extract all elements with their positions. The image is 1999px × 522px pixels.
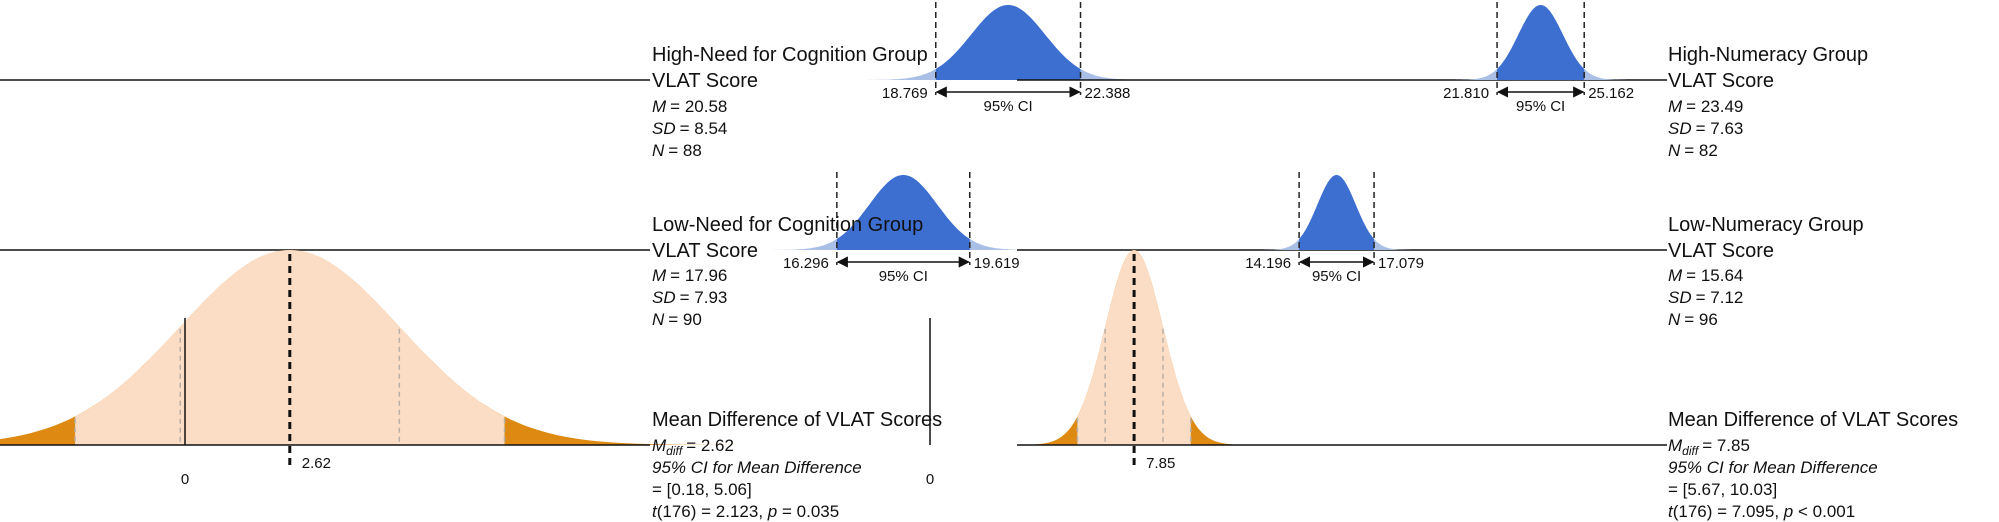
low-group-n: N = 90 — [652, 310, 702, 329]
low-group-ci-label: 95% CI — [1312, 268, 1361, 285]
low-group-ci-low-label: 16.296 — [783, 255, 829, 272]
difference-ci-values: = [5.67, 10.03] — [1668, 480, 1777, 499]
low-group-ci-label: 95% CI — [879, 268, 928, 285]
low-group-stats: Low-Need for Cognition Group VLAT Score … — [652, 214, 923, 329]
low-group-plot: 95% CI 14.196 17.079 — [1017, 172, 1667, 285]
low-group-subtitle: VLAT Score — [652, 240, 758, 262]
difference-mean-label: 2.62 — [302, 455, 331, 472]
difference-title: Mean Difference of VLAT Scores — [652, 409, 942, 431]
low-group-title: Low-Need for Cognition Group — [652, 214, 923, 236]
low-group-mean: M = 15.64 — [1668, 266, 1743, 285]
difference-plot: 0 2.62 — [0, 250, 761, 488]
difference-ci-values: = [0.18, 5.06] — [652, 480, 752, 499]
high-group-ci-high-label: 25.162 — [1588, 85, 1634, 102]
difference-plot: 0 7.85 — [926, 250, 1667, 488]
difference-inner-lines — [74, 328, 506, 445]
difference-t-test: t(176) = 7.095, p < 0.001 — [1668, 502, 1855, 521]
high-group-sd: SD = 7.63 — [1668, 119, 1743, 138]
low-group-subtitle: VLAT Score — [1668, 240, 1774, 262]
difference-zero-label: 0 — [181, 471, 189, 488]
low-group-sd: SD = 7.12 — [1668, 288, 1743, 307]
low-group-title: Low-Numeracy Group — [1668, 214, 1864, 236]
low-group-stats: Low-Numeracy Group VLAT Score M = 15.64 S… — [1668, 214, 1864, 329]
low-group-plot: 95% CI 16.296 19.619 — [0, 172, 1046, 285]
difference-mdiff: Mdiff = 2.62 — [652, 436, 734, 458]
high-group-ci-low-label: 18.769 — [882, 85, 928, 102]
low-group-ci-curve — [836, 175, 970, 250]
low-group-ci-high-label: 19.619 — [974, 255, 1020, 272]
high-group-plot: 95% CI 18.769 22.388 — [0, 2, 1164, 115]
difference-mean-label: 7.85 — [1146, 455, 1175, 472]
high-group-n: N = 82 — [1668, 141, 1718, 160]
high-group-title: High-Numeracy Group — [1668, 44, 1868, 66]
difference-ci-heading: 95% CI for Mean Difference — [1668, 458, 1878, 477]
difference-stats: Mean Difference of VLAT Scores Mdiff = 7.… — [1668, 409, 1958, 521]
low-group-mean: M = 17.96 — [652, 266, 727, 285]
high-group-ci-label: 95% CI — [1516, 98, 1565, 115]
high-group-stats: High-Numeracy Group VLAT Score M = 23.49 … — [1668, 44, 1868, 160]
need-for-cognition-panel: 95% CI 18.769 22.388 High-Need for Cogni… — [0, 2, 1164, 521]
high-group-subtitle: VLAT Score — [1668, 70, 1774, 92]
difference-zero-label: 0 — [926, 471, 934, 488]
difference-ci-curve — [75, 250, 505, 445]
difference-title: Mean Difference of VLAT Scores — [1668, 409, 1958, 431]
high-group-ci-curve — [1497, 5, 1585, 80]
low-group-ci-high-label: 17.079 — [1378, 255, 1424, 272]
difference-ci-heading: 95% CI for Mean Difference — [652, 458, 862, 477]
low-group-ci-curve — [1299, 175, 1375, 250]
difference-inner-lines — [1076, 328, 1192, 445]
difference-stats: Mean Difference of VLAT Scores Mdiff = 2.… — [652, 409, 942, 521]
high-group-plot: 95% CI 21.810 25.162 — [1017, 2, 1667, 115]
high-group-mean: M = 20.58 — [652, 97, 727, 116]
high-group-sd: SD = 8.54 — [652, 119, 727, 138]
high-group-n: N = 88 — [652, 141, 702, 160]
low-group-n: N = 96 — [1668, 310, 1718, 329]
high-group-ci-curve — [935, 5, 1081, 80]
high-group-ci-label: 95% CI — [984, 98, 1033, 115]
low-group-sd: SD = 7.93 — [652, 288, 727, 307]
difference-mdiff: Mdiff = 7.85 — [1668, 436, 1750, 458]
high-group-ci-low-label: 21.810 — [1443, 85, 1489, 102]
high-group-subtitle: VLAT Score — [652, 70, 758, 92]
high-group-ci-high-label: 22.388 — [1085, 85, 1131, 102]
numeracy-panel: 95% CI 21.810 25.162 High-Numeracy Group… — [926, 2, 1958, 521]
difference-t-test: t(176) = 2.123, p = 0.035 — [652, 502, 839, 521]
high-group-stats: High-Need for Cognition Group VLAT Score… — [652, 44, 928, 160]
low-group-ci-low-label: 14.196 — [1245, 255, 1291, 272]
high-group-title: High-Need for Cognition Group — [652, 44, 928, 66]
high-group-mean: M = 23.49 — [1668, 97, 1743, 116]
